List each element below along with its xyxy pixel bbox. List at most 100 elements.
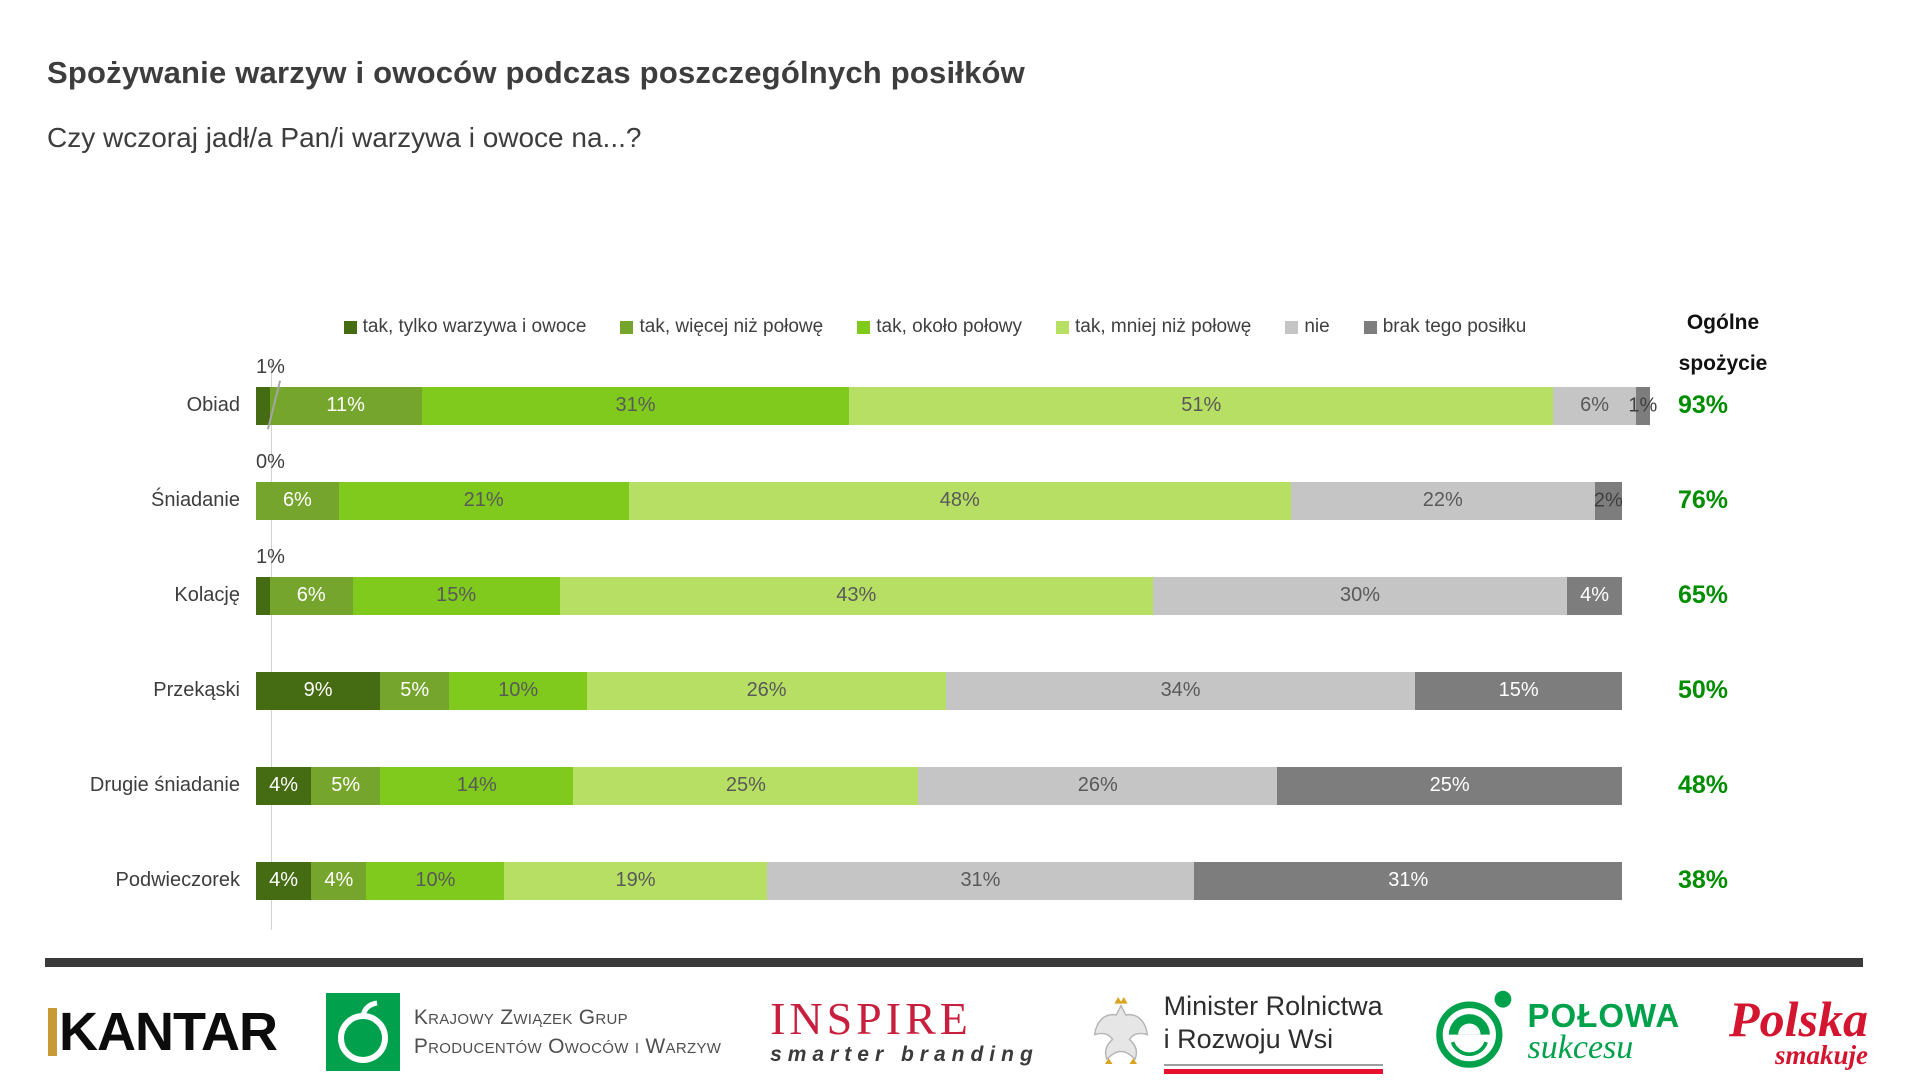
bar-segment: 30% [1152, 576, 1567, 615]
bar-segment: 25% [1277, 766, 1623, 805]
legend-item: tak, około połowy [857, 316, 1022, 338]
segment-label: 9% [303, 679, 333, 701]
legend-item: tak, tylko warzywa i owoce [343, 316, 587, 338]
segment-label: 43% [836, 584, 877, 606]
polowa-logo-text2: sukcesu [1527, 1029, 1634, 1066]
polska-logo-text2: smakuje [1774, 1040, 1868, 1070]
bar-segment: 22% [1290, 481, 1595, 520]
kantar-logo: KANTAR [48, 1001, 278, 1063]
row-label: Kolację [174, 584, 240, 606]
bar-row: Podwieczorek 4% 4% 10% 19% 31% 31% 38% [0, 833, 1920, 928]
segment-label: 15% [436, 584, 477, 606]
segment-label: 31% [960, 869, 1001, 891]
bar-row: Przekąski 9% 5% 10% 26% 34% 15% 50% [0, 643, 1920, 738]
row-label: Drugie śniadanie [89, 774, 240, 796]
bar-segment: 15% [352, 576, 560, 615]
legend-label: tak, mniej niż połowę [1074, 316, 1252, 337]
row-label: Przekąski [153, 679, 240, 701]
stacked-bar: 4% 4% 10% 19% 31% 31% [256, 861, 1623, 900]
row-label: Śniadanie [151, 489, 240, 511]
segment-label: 25% [725, 774, 766, 796]
bar-segment: 6% [1553, 386, 1636, 425]
legend-item: tak, więcej niż połowę [620, 316, 823, 338]
callout-label: 1% [256, 546, 285, 568]
segment-label: 31% [615, 394, 656, 416]
legend-swatch-icon [343, 320, 357, 334]
bar-segment: 5% [311, 766, 381, 805]
bar-segment: 10% [366, 861, 505, 900]
segment-label: 10% [415, 869, 456, 891]
segment-label: 4% [269, 869, 299, 891]
inspire-logo-text: INSPIRE [770, 993, 972, 1044]
plate-icon [1432, 988, 1516, 1077]
bar-segment: 31% [421, 386, 850, 425]
bar-segment: 14% [380, 766, 574, 805]
stacked-bar-chart: tak, tylko warzywa i owoce tak, więcej ni… [0, 300, 1920, 950]
polska-logo-text: Polska [1729, 991, 1868, 1047]
segment-label: 21% [463, 489, 504, 511]
bar-segment: 6% [269, 576, 353, 615]
segment-label: 25% [1429, 774, 1470, 796]
segment-label: 26% [1077, 774, 1118, 796]
overall-value: 48% [1678, 771, 1729, 799]
segment-label: 6% [1580, 394, 1610, 416]
bar-segment: 4% [256, 861, 312, 900]
bar-segment: 48% [628, 481, 1291, 520]
bar-segment: 11% [269, 386, 422, 425]
segment-label: 26% [746, 679, 787, 701]
bar-segment: 43% [559, 576, 1153, 615]
legend-item: brak tego posiłku [1363, 316, 1527, 338]
bar-segment: 51% [849, 386, 1554, 425]
bar-segment [256, 386, 270, 425]
eagle-icon [1088, 991, 1154, 1074]
apple-icon [325, 993, 400, 1071]
legend-item: tak, mniej niż połowę [1055, 316, 1252, 338]
minister-logo-text: Minister Rolnictwa i Rozwoju Wsi [1164, 990, 1383, 1056]
minister-flag-lines [1163, 1064, 1383, 1074]
bar-segment: 6% [256, 481, 339, 520]
segment-label: 6% [296, 584, 326, 606]
page-subtitle: Czy wczoraj jadł/a Pan/i warzywa i owoce… [47, 122, 642, 153]
segment-label: 30% [1339, 584, 1380, 606]
legend-label: tak, około połowy [876, 316, 1022, 337]
footer-divider [45, 958, 1863, 967]
stacked-bar: 9% 5% 10% 26% 34% 15% [256, 671, 1623, 710]
bar-segment: 21% [338, 481, 629, 520]
minister-line2: i Rozwoju Wsi [1163, 1024, 1334, 1054]
legend-swatch-icon [1055, 320, 1069, 334]
legend-swatch-icon [620, 320, 634, 334]
kzgpoiw-logo-text: Krajowy Związek Grup Producentów Owoców … [414, 1003, 721, 1061]
stacked-bar: 11% 31% 51% 6% 1% [256, 386, 1657, 425]
row-label: Podwieczorek [115, 869, 240, 891]
bar-row: Kolację 6% 15% 43% 30% 4% 1% 65% [0, 546, 1920, 643]
segment-label: 34% [1160, 679, 1201, 701]
footer-logos: KANTAR Krajowy Związek Grup Producentów … [48, 984, 1868, 1080]
bar-segment: 2% [1593, 481, 1623, 520]
overall-header-line1: Ogólne [1686, 311, 1760, 334]
segment-label: 14% [456, 774, 497, 796]
legend-swatch-icon [857, 320, 871, 334]
bar-row: Obiad 11% 31% 51% 6% 1% 1% 93% [0, 356, 1920, 453]
bar-segment: 1% [1628, 386, 1657, 425]
legend-label: brak tego posiłku [1382, 316, 1527, 337]
segment-label: 10% [498, 679, 539, 701]
segment-label: 4% [269, 774, 299, 796]
overall-header-line2: spożycie [1678, 352, 1768, 375]
bar-segment: 4% [1566, 576, 1623, 615]
bar-segment: 15% [1415, 671, 1623, 710]
legend-swatch-icon [1363, 320, 1377, 334]
legend-label: tak, tylko warzywa i owoce [362, 316, 587, 337]
polska-smakuje-logo: Polska smakuje [1729, 991, 1868, 1070]
overall-value: 76% [1678, 486, 1729, 514]
row-label: Obiad [186, 394, 240, 416]
kantar-gold-bar-icon [48, 1008, 57, 1056]
segment-label: 2% [1593, 489, 1623, 511]
kzgpoiw-logo: Krajowy Związek Grup Producentów Owoców … [325, 993, 721, 1071]
segment-label: 19% [615, 869, 656, 891]
callout-label: 0% [256, 451, 285, 473]
bar-segment: 31% [766, 861, 1195, 900]
stacked-bar: 4% 5% 14% 25% 26% 25% [256, 766, 1623, 805]
bar-segment: 26% [918, 766, 1278, 805]
bar-segment: 25% [573, 766, 919, 805]
